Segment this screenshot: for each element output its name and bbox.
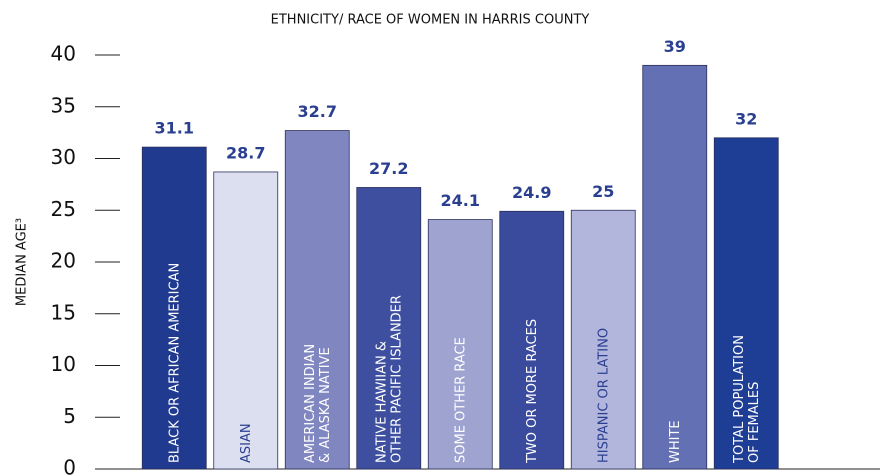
bar [499,210,565,470]
category-label: TWO OR MORE RACES [524,319,539,464]
data-label: 39 [664,37,686,56]
category-label: WHITE [667,420,682,463]
data-label: 25 [592,182,614,201]
bar [642,64,708,470]
bar [284,130,350,470]
data-label: 28.7 [226,143,265,162]
data-label: 27.2 [369,159,408,178]
data-label: 31.1 [155,119,194,138]
y-axis-label: MEDIAN AGE³ [15,218,30,306]
chart-title: ETHNICITY/ RACE OF WOMEN IN HARRIS COUNT… [271,13,590,28]
y-tick-label: 20 [51,249,76,273]
category-label: BLACK OR AFRICAN AMERICAN [167,263,182,463]
y-tick-label: 30 [51,145,76,169]
y-tick-label: 0 [63,456,76,476]
category-label: AMERICAN INDIAN& ALASKA NATIVE [302,344,332,463]
data-label: 24.9 [512,183,551,202]
category-label: HISPANIC OR LATINO [596,328,611,463]
y-tick-label: 40 [51,42,76,66]
y-tick-label: 25 [51,197,76,221]
category-label: ASIAN [238,423,253,463]
category-label: SOME OTHER RACE [453,337,468,463]
bar [427,219,493,470]
category-label: NATIVE HAWIIAN &OTHER PACIFIC ISLANDER [374,295,404,463]
data-label: 32.7 [298,102,337,121]
bar [213,171,279,470]
y-tick-label: 15 [51,300,76,324]
y-tick-label: 35 [51,93,76,117]
data-label: 24.1 [441,191,480,210]
bar [356,187,422,470]
category-label: TOTAL POPULATIONOF FEMALES [731,335,761,464]
y-tick-label: 5 [63,404,76,428]
data-label: 32 [735,109,757,128]
bar [713,137,779,470]
y-tick-label: 10 [51,352,76,376]
bar [141,146,207,470]
bar [570,209,636,470]
